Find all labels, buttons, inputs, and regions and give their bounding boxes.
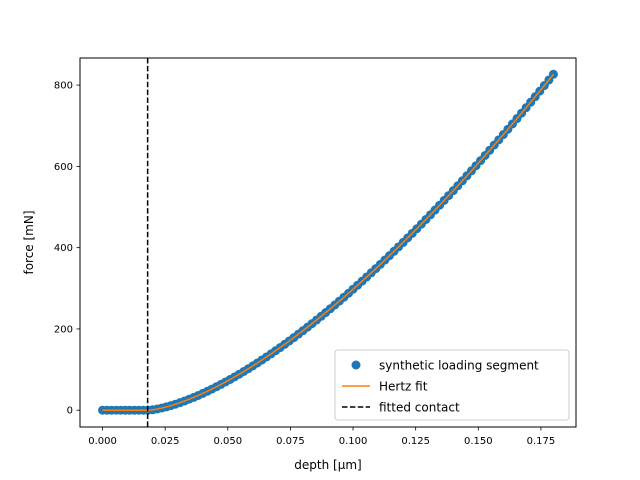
y-axis: 0 200 400 600 800 bbox=[54, 81, 80, 417]
hertz-fit-line bbox=[102, 73, 555, 411]
legend: synthetic loading segment Hertz fit fitt… bbox=[334, 349, 570, 421]
legend-label-contact: fitted contact bbox=[379, 401, 460, 415]
y-tick-label: 0 bbox=[67, 406, 73, 417]
x-tick-label: 0.000 bbox=[88, 436, 117, 447]
legend-box bbox=[334, 349, 570, 421]
legend-label-scatter: synthetic loading segment bbox=[379, 359, 539, 373]
x-tick-label: 0.100 bbox=[339, 436, 368, 447]
x-tick-label: 0.075 bbox=[276, 436, 305, 447]
x-tick-label: 0.025 bbox=[151, 436, 180, 447]
y-axis-label: force [mN] bbox=[22, 210, 36, 274]
legend-label-fit: Hertz fit bbox=[379, 380, 428, 394]
x-tick-label: 0.175 bbox=[527, 436, 556, 447]
y-tick-label: 800 bbox=[54, 81, 73, 92]
x-tick-label: 0.050 bbox=[213, 436, 242, 447]
x-tick-label: 0.125 bbox=[401, 436, 430, 447]
x-axis-label: depth [µm] bbox=[294, 458, 361, 472]
y-tick-label: 600 bbox=[54, 162, 73, 173]
x-tick-label: 0.150 bbox=[464, 436, 493, 447]
axes-frame bbox=[79, 57, 577, 428]
plot-layer bbox=[98, 58, 558, 427]
y-tick-label: 400 bbox=[54, 243, 73, 254]
x-axis: 0.000 0.025 0.050 0.075 0.100 0.125 0.150 0.175 bbox=[88, 427, 555, 447]
legend-marker-scatter bbox=[351, 360, 361, 370]
y-tick-label: 200 bbox=[54, 324, 73, 335]
